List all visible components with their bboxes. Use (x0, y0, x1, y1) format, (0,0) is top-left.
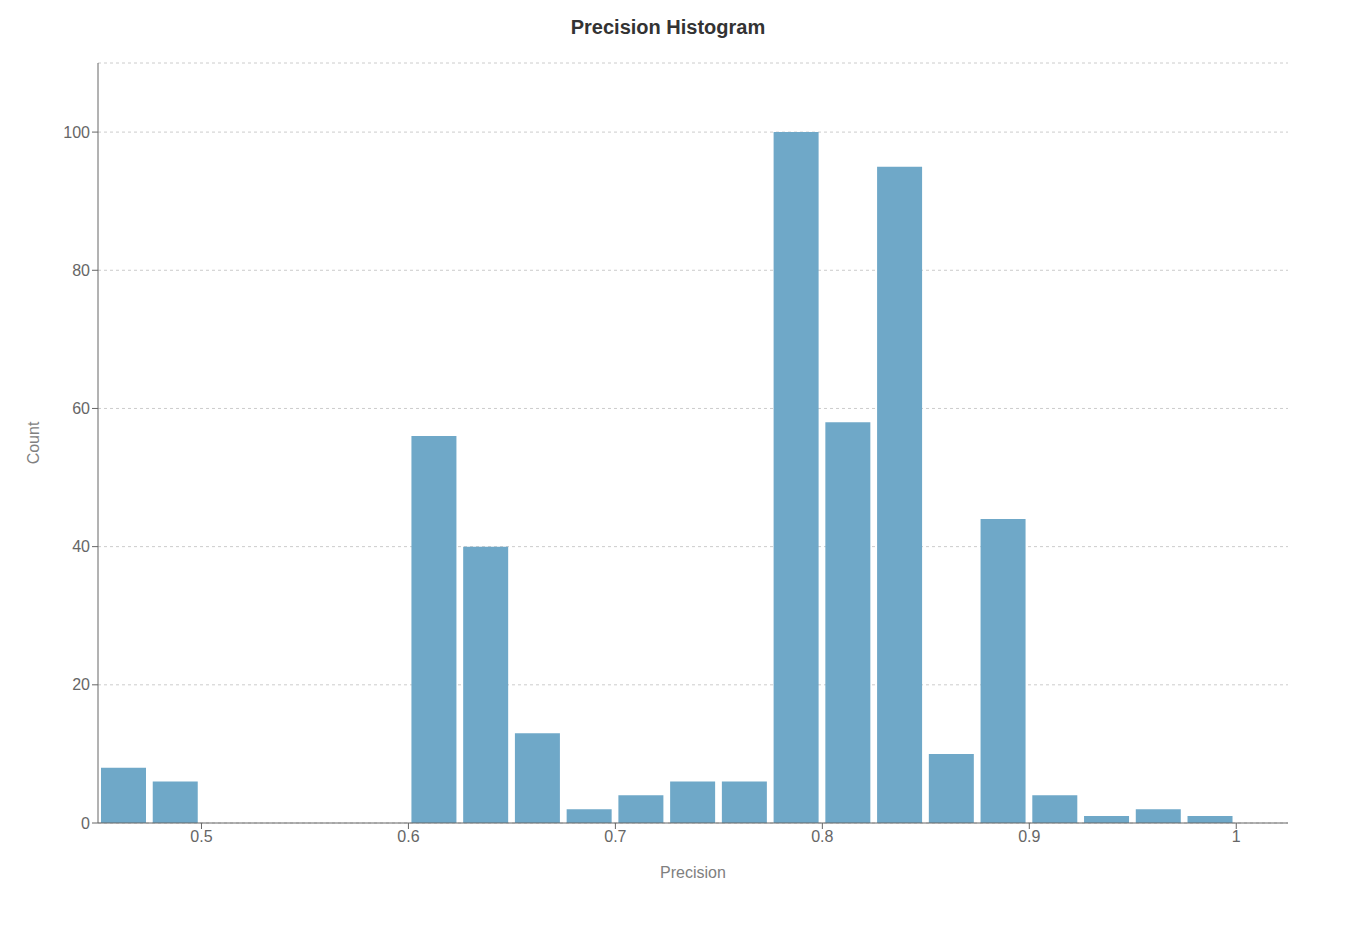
svg-text:0: 0 (81, 815, 90, 832)
svg-text:0.7: 0.7 (604, 828, 626, 845)
html-text:Precision Histogram: Precision Histogram (570, 16, 766, 38)
svg-text:0.8: 0.8 (811, 828, 833, 845)
svg-text:60: 60 (72, 400, 90, 417)
svg-text:80: 80 (72, 262, 90, 279)
svg-text:0.9: 0.9 (1018, 828, 1040, 845)
svg-text:0.6: 0.6 (397, 828, 419, 845)
svg-text:100: 100 (63, 124, 90, 141)
svg-text:Precision: Precision (660, 864, 726, 881)
svg-text:0.5: 0.5 (190, 828, 212, 845)
svg-text:1: 1 (1232, 828, 1241, 845)
svg-text:20: 20 (72, 676, 90, 693)
svg-text:Count: Count (25, 421, 42, 464)
svg-text:40: 40 (72, 538, 90, 555)
